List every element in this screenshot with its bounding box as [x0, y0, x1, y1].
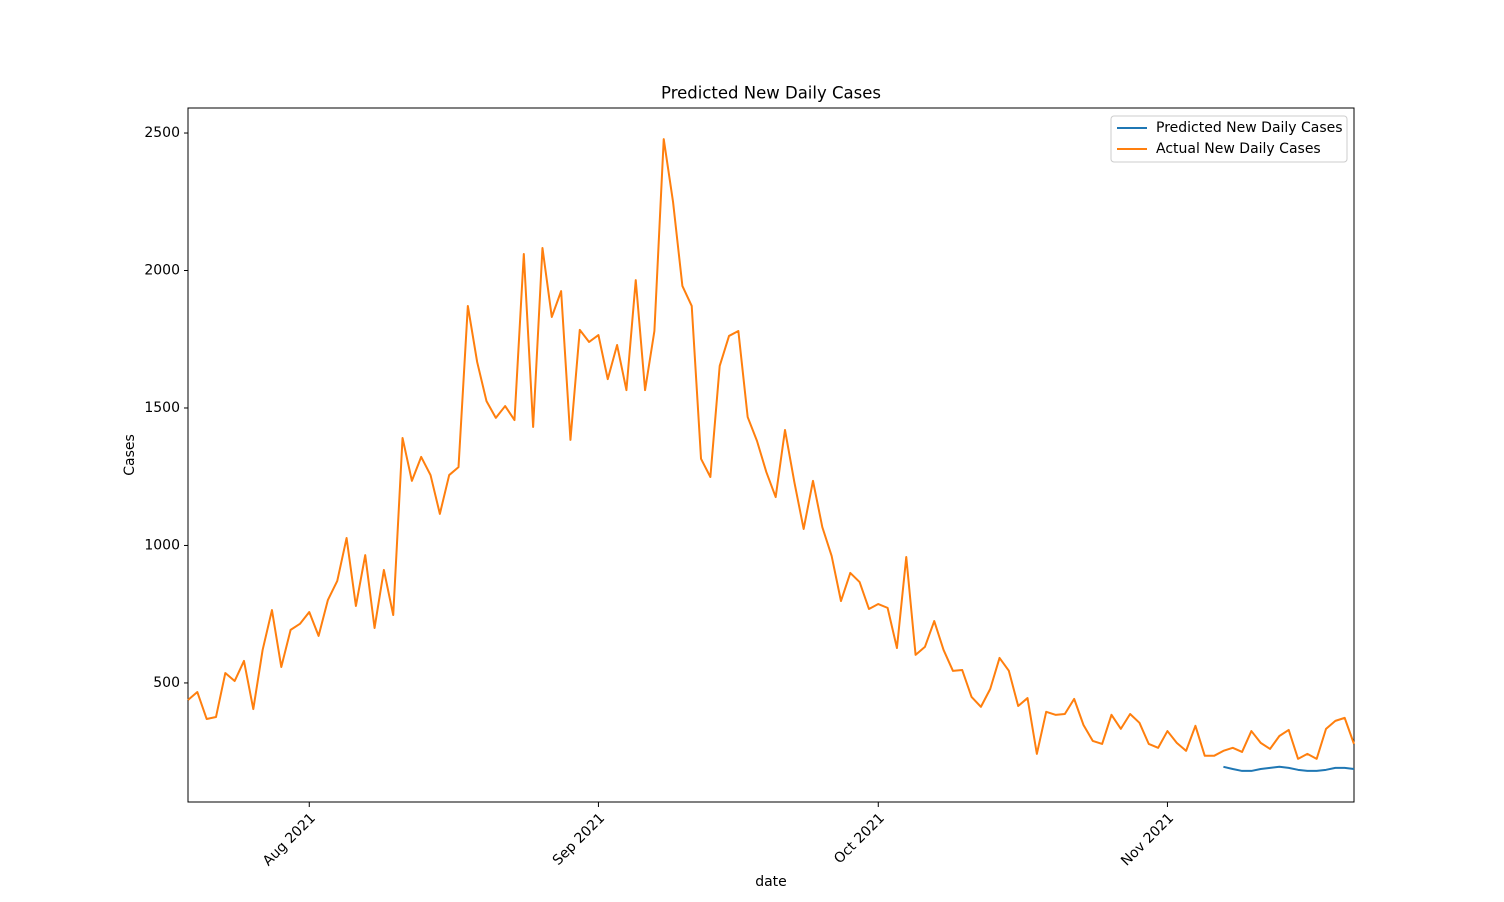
- line-series: [1223, 765, 1355, 772]
- x-tick-label: Oct 2021: [831, 810, 888, 867]
- y-tick-label: 1500: [144, 400, 180, 416]
- y-tick-label: 500: [153, 675, 180, 691]
- x-tick-label: Sep 2021: [550, 810, 608, 868]
- legend-box: [1110, 115, 1348, 163]
- x-axis-label: date: [755, 874, 787, 890]
- legend-label: Predicted New Daily Cases: [1156, 120, 1343, 136]
- y-tick-label: 2500: [144, 125, 180, 141]
- x-tick-label: Aug 2021: [260, 810, 319, 869]
- x-tick-label: Nov 2021: [1118, 810, 1177, 869]
- y-tick-label: 1000: [144, 537, 180, 553]
- y-tick-label: 2000: [144, 263, 180, 279]
- line-series: [187, 138, 1355, 760]
- chart-title: Predicted New Daily Cases: [661, 84, 881, 103]
- legend-label: Actual New Daily Cases: [1156, 141, 1321, 157]
- y-axis-label: Cases: [122, 434, 138, 476]
- plot-frame: [187, 107, 1355, 803]
